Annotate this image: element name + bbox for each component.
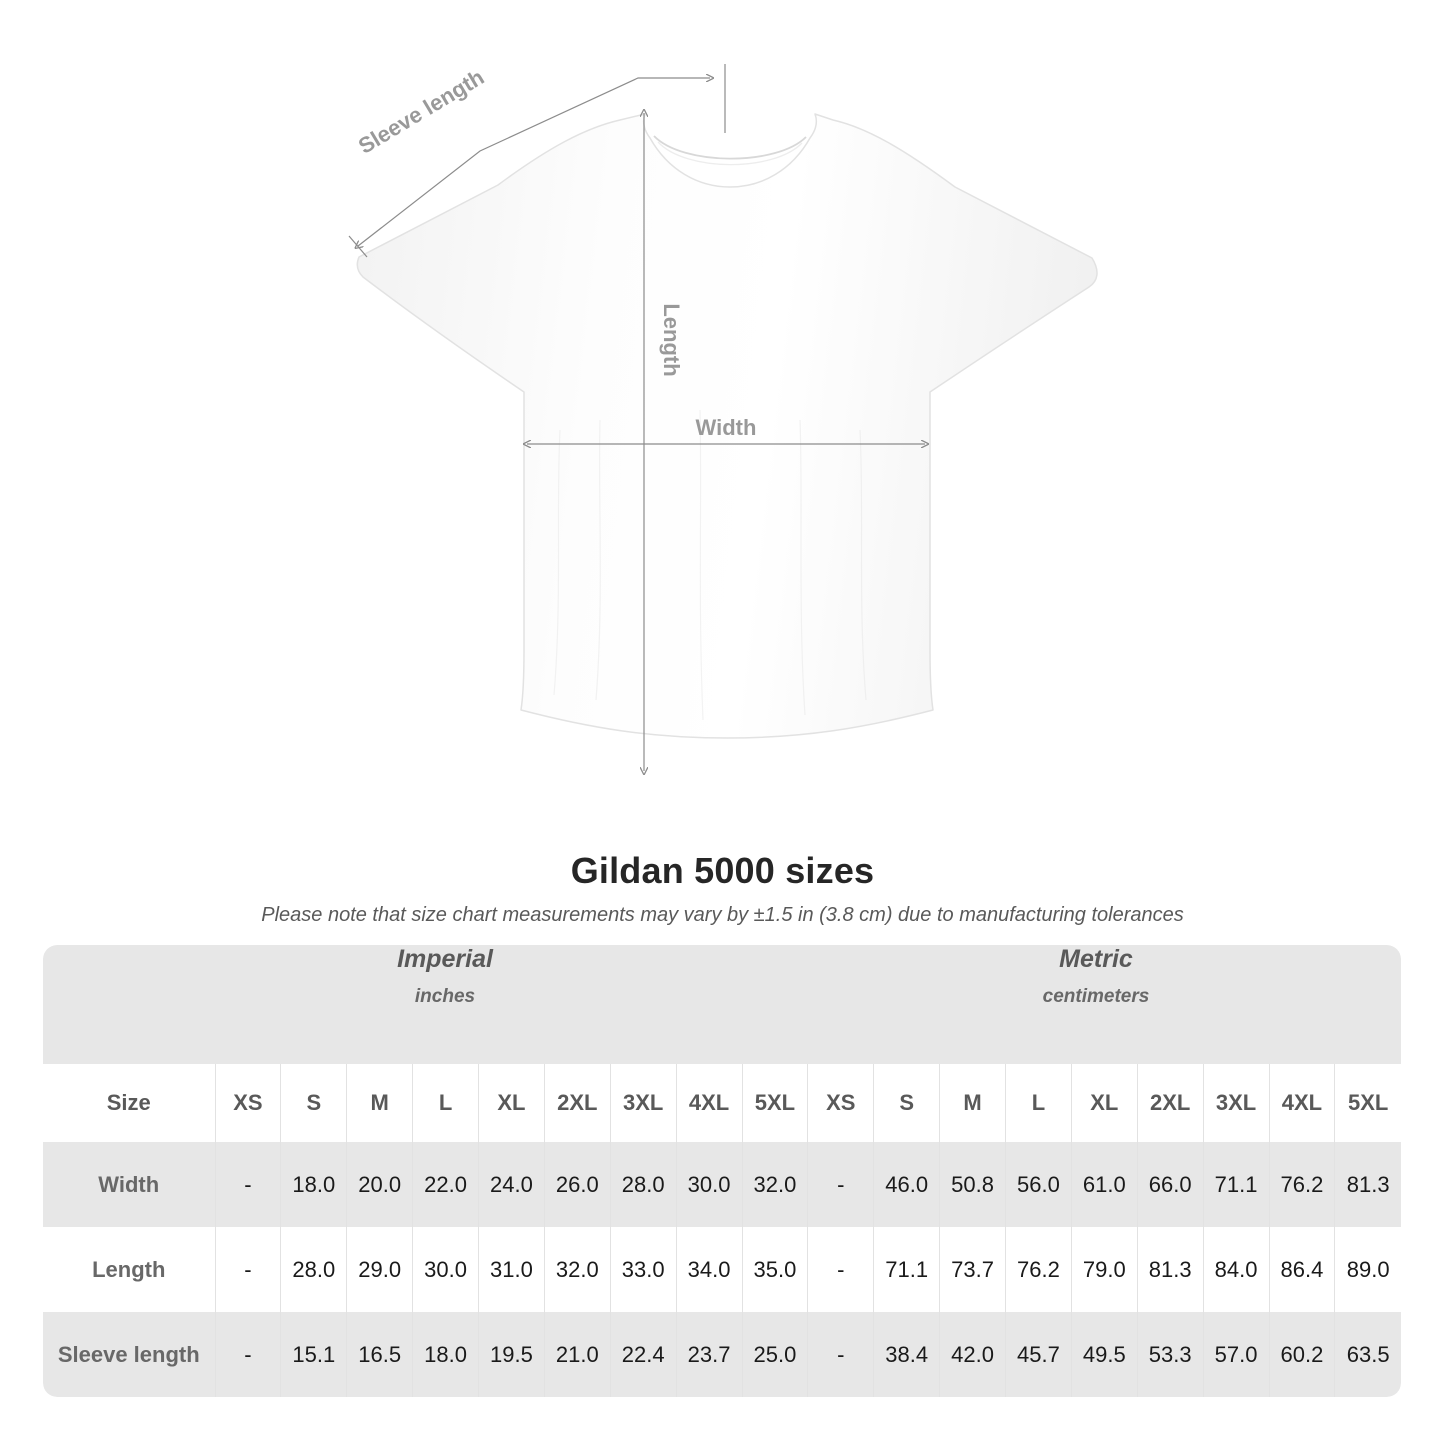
svg-text:Width: Width (696, 415, 757, 440)
svg-text:Sleeve length: Sleeve length (354, 64, 488, 158)
svg-text:Length: Length (659, 303, 684, 376)
